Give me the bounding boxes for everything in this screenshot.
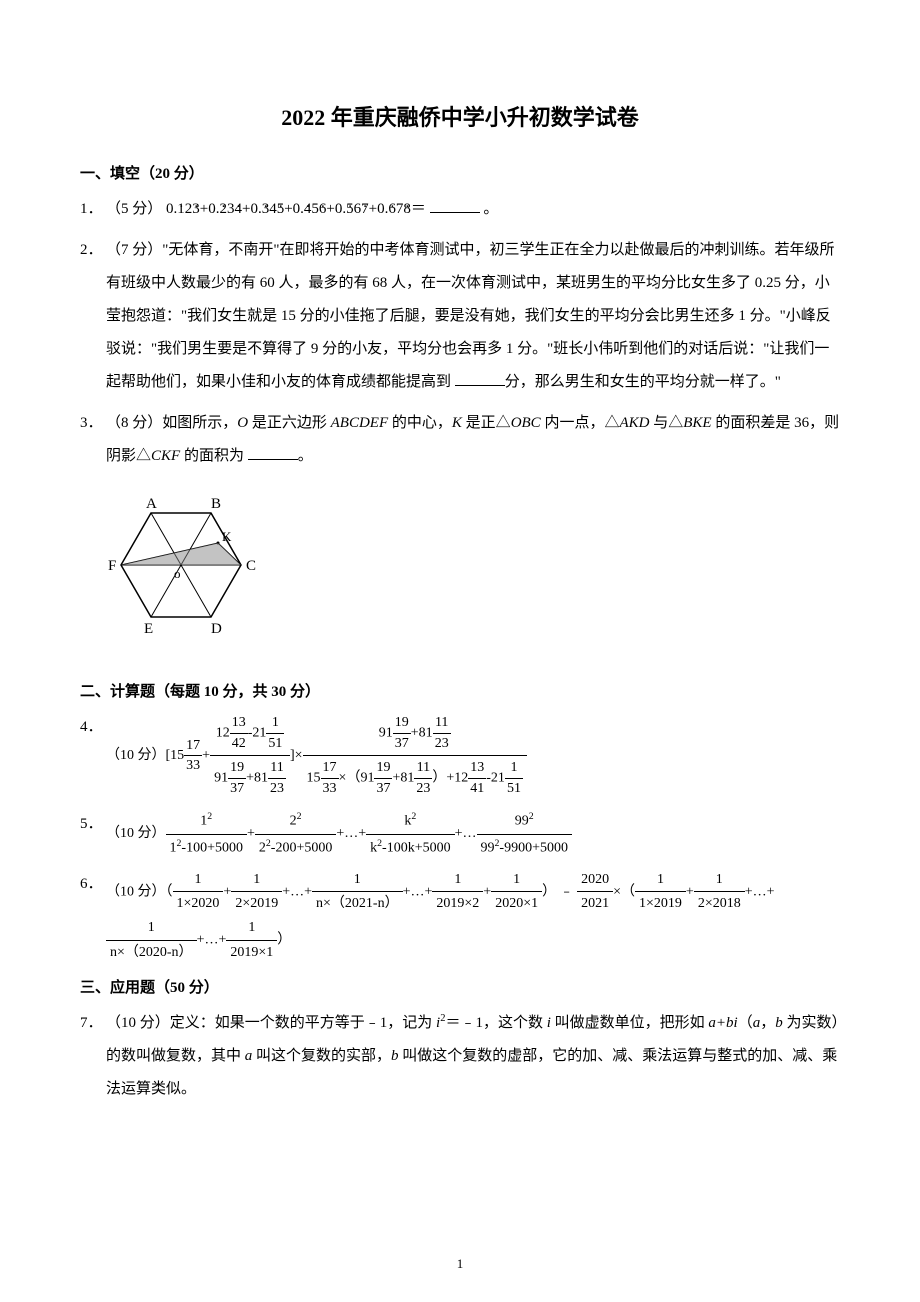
q7-points: （10 分） (106, 1015, 170, 1031)
q1-blank (430, 198, 480, 213)
section2-header: 二、计算题（每题 10 分，共 30 分） (80, 680, 840, 701)
q1-points: （5 分） (106, 201, 162, 217)
q1-suffix: 。 (483, 201, 498, 217)
page-number: 1 (457, 1256, 464, 1272)
q3-text8: 的面积为 (180, 448, 248, 464)
q3-text1: 如图所示， (162, 415, 237, 431)
q7-abi: a+bi (708, 1015, 737, 1031)
q7-text4: （ (738, 1015, 753, 1031)
label-o: o (174, 566, 181, 581)
question-2: 2． （7 分）"无体育，不南开"在即将开始的中考体育测试中，初三学生正在全力以… (80, 234, 840, 399)
q2-text2: 分，那么男生和女生的平均分就一样了。" (505, 374, 781, 390)
label-K: K (222, 529, 232, 544)
q3-number: 3． (80, 407, 106, 473)
q5-number: 5． (80, 808, 106, 860)
question-5: 5． （10 分）1212-100+5000+2222-200+5000+…+k… (80, 808, 840, 860)
q7-b: b (775, 1015, 783, 1031)
q2-points: （7 分） (106, 242, 162, 258)
question-1: 1． （5 分） 0.1·23·+0.2·34·+0.3·45·+0.4·56·… (80, 193, 840, 226)
q3-BKE: BKE (683, 415, 711, 431)
q7-text5: ， (760, 1015, 775, 1031)
q5-body: （10 分）1212-100+5000+2222-200+5000+…+k2k2… (106, 808, 840, 860)
q3-suffix: 。 (298, 448, 313, 464)
q3-CKF: CKF (151, 448, 180, 464)
label-D: D (211, 621, 222, 637)
q6-body: （10 分）（11×2020+12×2019+…+1n×（2021-n）+…+1… (106, 868, 840, 964)
q1-expression: 0.1·23·+0.2·34·+0.3·45·+0.4·56·+0.5·67·+… (166, 201, 430, 217)
q7-text1: 定义：如果一个数的平方等于﹣1，记为 (170, 1015, 436, 1031)
q6-points: （10 分） (106, 884, 166, 899)
q1-number: 1． (80, 193, 106, 226)
question-3: 3． （8 分）如图所示，O 是正六边形 ABCDEF 的中心，K 是正△OBC… (80, 407, 840, 473)
section1-header: 一、填空（20 分） (80, 162, 840, 183)
q6-number: 6． (80, 868, 106, 964)
q3-text6: 与△ (649, 415, 683, 431)
question-4: 4． （10 分）[151733+121342-21151911937+8111… (80, 711, 840, 800)
q4-number: 4． (80, 711, 106, 800)
q3-O: O (237, 415, 248, 431)
q3-OBC: OBC (511, 415, 541, 431)
q7-text7: 叫这个复数的实部， (252, 1048, 391, 1064)
q3-text4: 是正△ (462, 415, 511, 431)
question-7: 7． （10 分）定义：如果一个数的平方等于﹣1，记为 i2＝﹣1，这个数 i … (80, 1007, 840, 1106)
q7-number: 7． (80, 1007, 106, 1106)
q3-blank (248, 445, 298, 460)
q4-points: （10 分） (106, 748, 166, 763)
q3-text3: 的中心， (388, 415, 452, 431)
q2-body: （7 分）"无体育，不南开"在即将开始的中考体育测试中，初三学生正在全力以赴做最… (106, 234, 840, 399)
q2-number: 2． (80, 234, 106, 399)
q2-text1: "无体育，不南开"在即将开始的中考体育测试中，初三学生正在全力以赴做最后的冲刺训… (106, 242, 835, 390)
q7-body: （10 分）定义：如果一个数的平方等于﹣1，记为 i2＝﹣1，这个数 i 叫做虚… (106, 1007, 840, 1106)
q4-body: （10 分）[151733+121342-21151911937+811123]… (106, 711, 840, 800)
label-B: B (211, 496, 221, 512)
q3-body: （8 分）如图所示，O 是正六边形 ABCDEF 的中心，K 是正△OBC 内一… (106, 407, 840, 473)
exam-title: 2022 年重庆融侨中学小升初数学试卷 (80, 100, 840, 132)
q3-ABCDEF: ABCDEF (331, 415, 389, 431)
label-F: F (108, 558, 116, 574)
q5-points: （10 分） (106, 826, 166, 841)
q3-points: （8 分） (106, 415, 162, 431)
q2-blank (455, 371, 505, 386)
q7-b2: b (391, 1048, 399, 1064)
question-6: 6． （10 分）（11×2020+12×2019+…+1n×（2021-n）+… (80, 868, 840, 964)
q7-text3: 叫做虚数单位，把形如 (551, 1015, 709, 1031)
q3-K: K (452, 415, 462, 431)
q3-text5: 内一点，△ (541, 415, 620, 431)
q1-body: （5 分） 0.1·23·+0.2·34·+0.3·45·+0.4·56·+0.… (106, 193, 840, 226)
q3-text2: 是正六边形 (248, 415, 331, 431)
section3-header: 三、应用题（50 分） (80, 976, 840, 997)
hexagon-figure: A B C D E F o K (106, 483, 840, 668)
q7-text2: ＝﹣1，这个数 (445, 1015, 546, 1031)
label-A: A (146, 496, 157, 512)
label-C: C (246, 558, 256, 574)
label-E: E (144, 621, 153, 637)
q3-AKD: AKD (619, 415, 649, 431)
